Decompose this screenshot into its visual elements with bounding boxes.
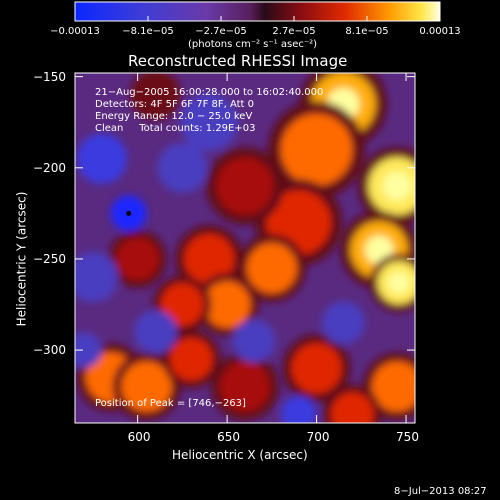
colorbar-tick-label: 2.7e−05 — [272, 26, 316, 37]
peak-position-label: Position of Peak = [746,−263] — [95, 398, 246, 409]
heatmap-blob-27 — [321, 301, 365, 345]
heatmap-blob-15 — [219, 361, 271, 412]
y-tick-label: −250 — [33, 251, 66, 266]
heatmap-image — [75, 73, 415, 423]
x-tick-label: 750 — [396, 430, 419, 444]
axis-ticks — [75, 73, 415, 423]
x-tick-label: 700 — [306, 430, 330, 444]
x-tick-label: 650 — [217, 430, 240, 444]
x-axis-label: Heliocentric X (arcsec) — [172, 448, 308, 462]
x-tick-label: 600 — [127, 430, 151, 444]
heatmap-blob-16 — [291, 343, 342, 394]
colorbar-tick-label: −8.1e−05 — [122, 26, 174, 37]
heatmap-blob-core-4 — [388, 271, 410, 294]
heatmap-blob-24 — [75, 252, 118, 303]
heatmap-blob-8 — [184, 233, 235, 284]
heatmap-blob-19 — [130, 73, 181, 120]
heatmap-blob-11 — [116, 237, 160, 281]
y-axis-label: Heliocentric Y (arcsec) — [14, 191, 29, 327]
colorbar-units-label: (photons cm⁻² s⁻¹ asec⁻²) — [188, 39, 318, 50]
heatmap-blob-13 — [121, 361, 172, 412]
heatmap-blob-25 — [134, 310, 178, 354]
footer-timestamp: 8−Jul−2013 08:27 — [394, 486, 487, 497]
peak-marker — [126, 210, 132, 216]
annotation-clean-counts: Clean Total counts: 1.29E+03 — [95, 123, 256, 134]
colorbar-tick-label: 8.1e−05 — [345, 26, 389, 37]
heatmap-blob-26 — [280, 395, 317, 423]
heatmap-blob-29 — [75, 332, 102, 368]
heatmap-blob-28 — [232, 319, 276, 363]
heatmap-blob-6 — [216, 157, 274, 215]
y-tick-label: −150 — [33, 69, 66, 84]
heatmap-blob-23 — [180, 93, 238, 151]
heatmap-blob-17 — [372, 361, 415, 412]
heatmap-blob-10 — [160, 283, 204, 326]
plot-frame — [74, 72, 416, 424]
heatmap-blob-1 — [280, 113, 353, 186]
colorbar — [74, 1, 441, 22]
heatmap-blob-core-2 — [382, 171, 412, 201]
annotation-time-range: 21−Aug−2005 16:00:28.000 to 16:02:40.000 — [95, 87, 324, 98]
colorbar-tick-label: −0.00013 — [50, 26, 100, 37]
annotation-energy-range: Energy Range: 12.0 − 25.0 keV — [95, 111, 253, 122]
annotation-detectors: Detectors: 4F 5F 6F 7F 8F, Att 0 — [95, 99, 255, 110]
heatmap-blob-7 — [246, 242, 297, 294]
heatmap-blob-9 — [203, 281, 251, 328]
heatmap-blob-22 — [157, 142, 208, 193]
y-tick-label: −200 — [33, 160, 66, 175]
chart-title: Reconstructed RHESSI Image — [128, 52, 348, 70]
heatmap-blob-21 — [76, 133, 127, 184]
y-tick-label: −300 — [33, 343, 66, 358]
colorbar-tick-label: 0.00013 — [419, 26, 461, 37]
heatmap-blob-18 — [330, 392, 374, 423]
colorbar-ticks — [74, 16, 441, 21]
heatmap-blob-14 — [169, 337, 213, 381]
colorbar-tick-label: −2.7e−05 — [195, 26, 247, 37]
